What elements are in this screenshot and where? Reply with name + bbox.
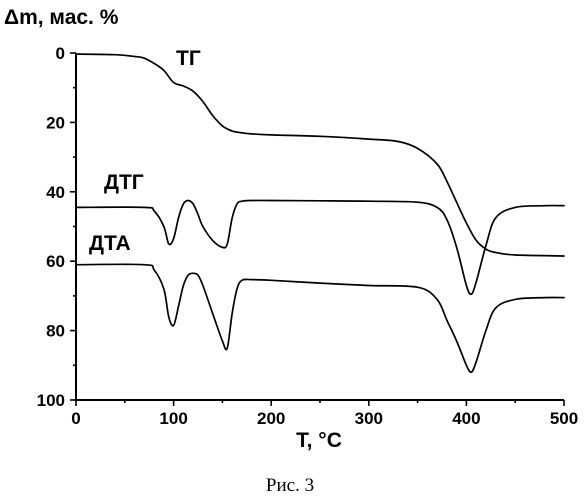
x-tick-label: 500 (550, 409, 578, 428)
curve-dta (76, 264, 564, 372)
x-tick-label: 100 (159, 409, 187, 428)
y-tick-label: 0 (56, 44, 65, 63)
x-axis-title: T, °C (296, 429, 342, 452)
x-tick-label: 300 (355, 409, 383, 428)
x-tick-label: 200 (257, 409, 285, 428)
figure-caption: Рис. 3 (266, 475, 314, 496)
y-tick-label: 40 (46, 183, 65, 202)
curve-label-dtg: ДТГ (104, 171, 144, 194)
y-tick-label: 100 (37, 391, 65, 410)
y-tick-label: 60 (46, 252, 65, 271)
x-tick-label: 0 (71, 409, 80, 428)
y-axis-title: Δm, мас. % (4, 6, 119, 29)
x-tick-label: 400 (452, 409, 480, 428)
y-tick-label: 20 (46, 113, 65, 132)
curve-tg (76, 54, 564, 256)
curve-dtg (76, 200, 564, 294)
y-axis-ticks: 0 20 40 60 80 100 (37, 44, 76, 410)
curve-label-tg: ТГ (176, 47, 201, 70)
y-tick-label: 80 (46, 322, 65, 341)
x-axis-ticks: 0 100 200 300 400 500 (71, 400, 578, 428)
curve-label-dta: ДТА (89, 232, 131, 255)
curves (76, 54, 564, 372)
